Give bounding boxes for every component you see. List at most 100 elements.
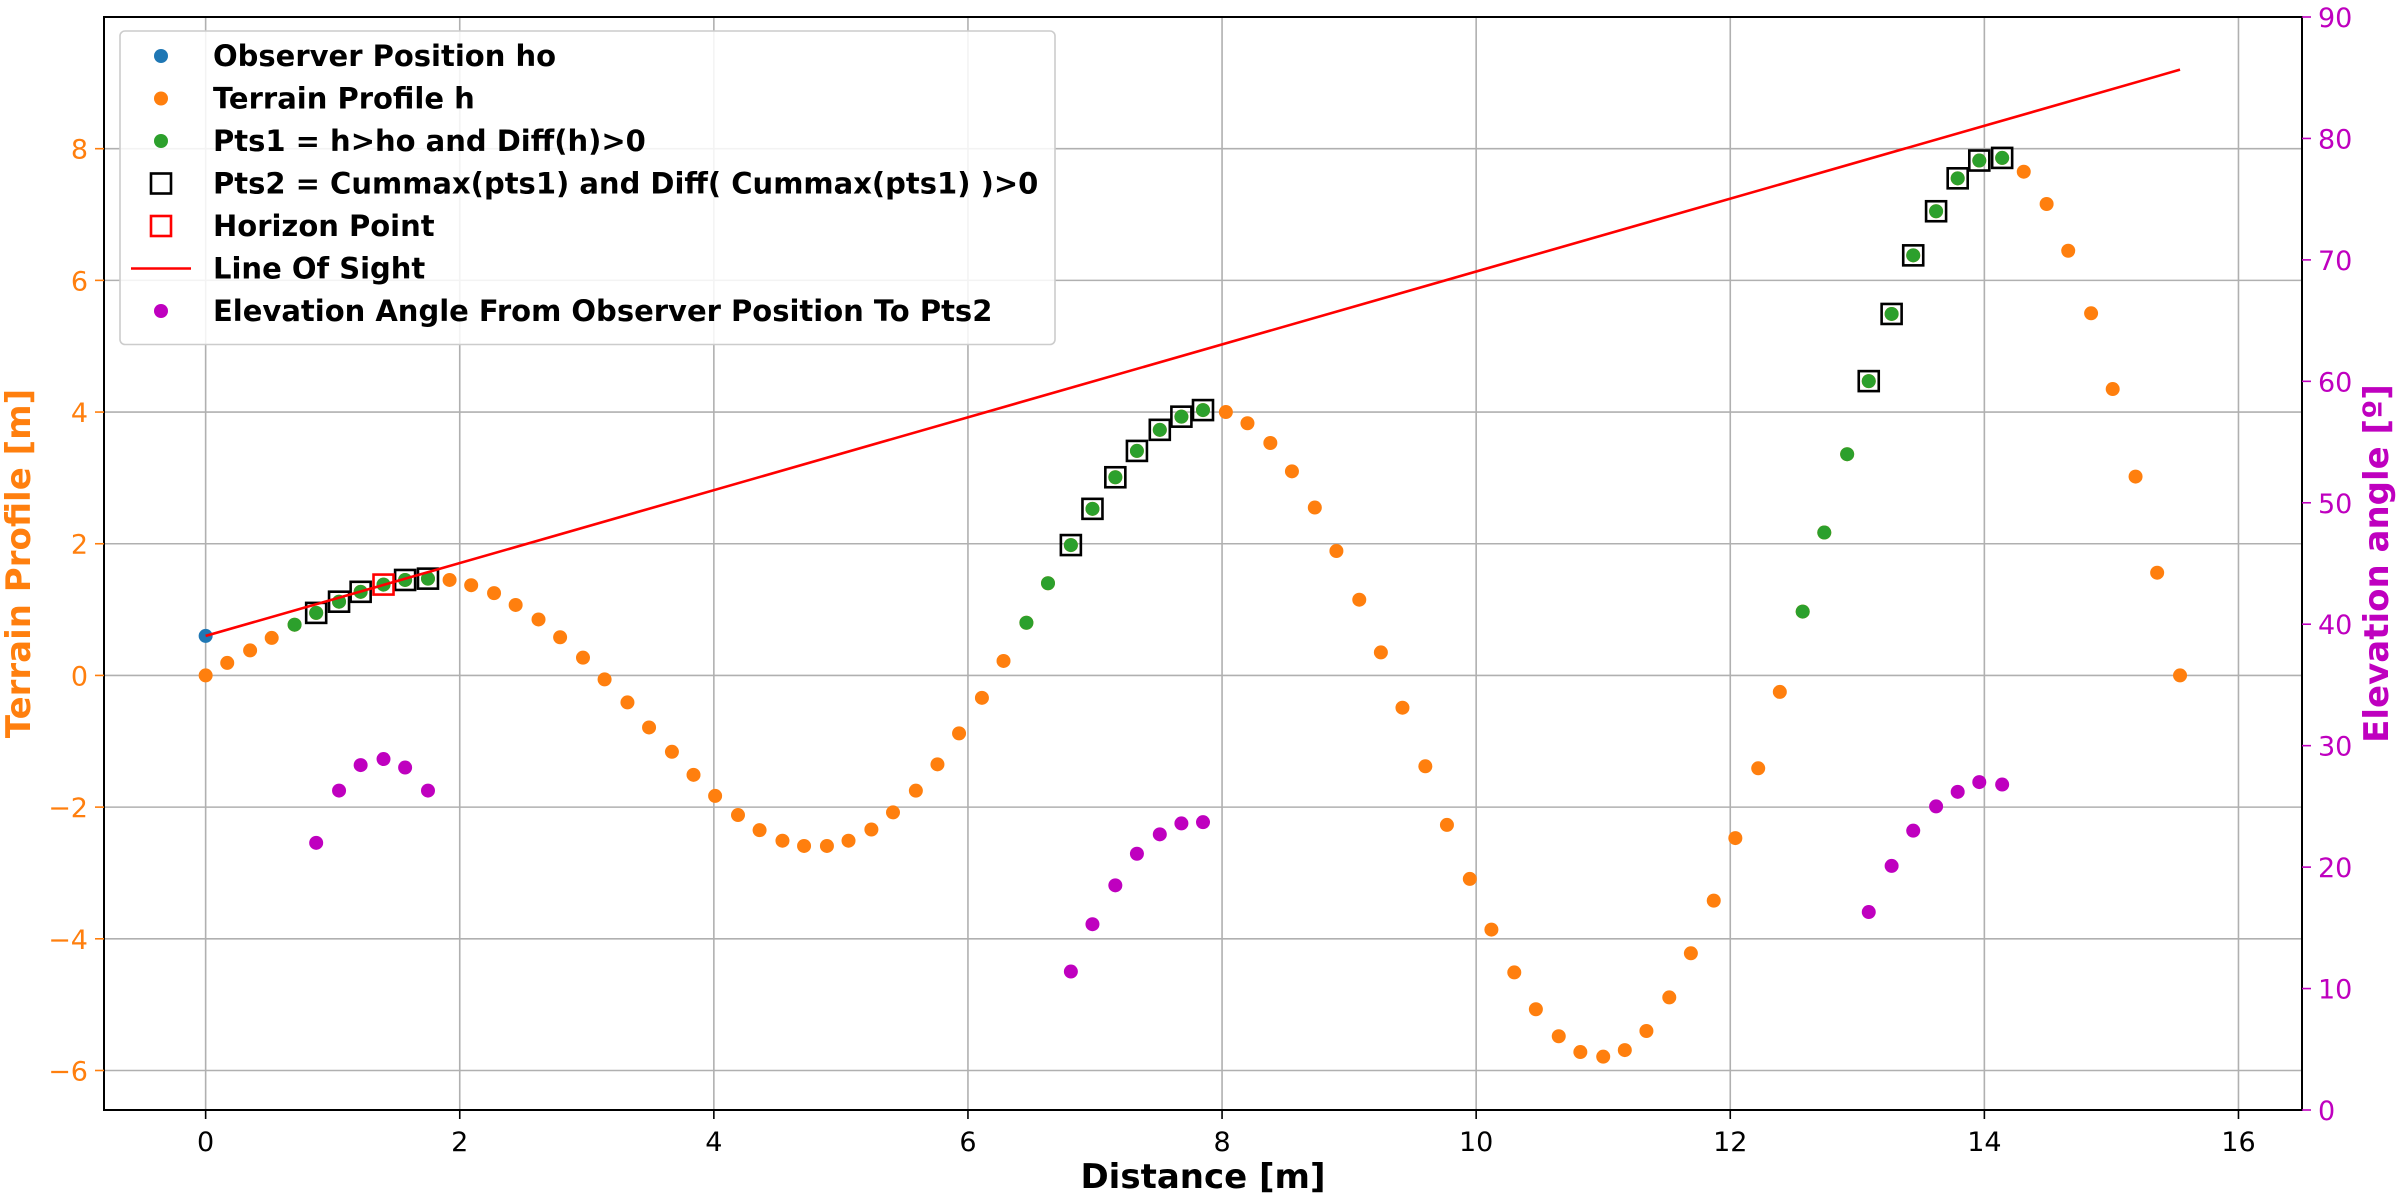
pts1-point: [1995, 150, 2010, 165]
terrain-point: [620, 695, 635, 710]
terrain-point: [2150, 565, 2165, 580]
terrain-point: [1573, 1045, 1588, 1060]
pts1-point: [1929, 204, 1944, 219]
terrain-point: [597, 672, 612, 687]
x-tick-label: 8: [1213, 1127, 1230, 1158]
pts2-marker: [1880, 302, 1903, 326]
pts2-marker: [1990, 146, 2014, 170]
y-tick-label-right: 50: [2318, 489, 2352, 520]
legend-box: [119, 30, 1056, 346]
pts1-point: [1063, 538, 1078, 553]
pts2-marker: [1924, 199, 1948, 223]
terrain-point: [2039, 196, 2054, 211]
elevation-angle-point: [1174, 816, 1189, 831]
elevation-angle-point: [1085, 917, 1100, 932]
plot-area: [198, 68, 2188, 1064]
terrain-point: [553, 630, 568, 645]
y-tick-label-left: −2: [48, 793, 88, 824]
pts1-point: [1906, 248, 1921, 263]
y-axis-right: 0 10 20 30 40 50 60 70 80 90: [2302, 3, 2352, 1127]
pts2-marker: [1170, 405, 1193, 428]
elevation-angle-point: [376, 752, 391, 767]
terrain-point: [686, 767, 701, 782]
elevation-angle-point: [1929, 799, 1944, 814]
pts2-marker: [1857, 369, 1881, 393]
terrain-point: [531, 612, 546, 627]
pts2-marker: [1946, 167, 1969, 190]
elevation-angle-point: [1196, 815, 1210, 830]
legend-label: Observer Position ho: [213, 39, 556, 73]
legend: Observer Position ho Terrain Profile h Pts…: [119, 30, 1056, 346]
legend-label: Horizon Point: [213, 209, 435, 243]
pts1-point: [1174, 409, 1189, 424]
pts1-point: [1040, 576, 1055, 591]
y-tick-label-left: −6: [48, 1056, 88, 1087]
terrain-point: [2105, 382, 2120, 397]
grid-lines: [104, 17, 2302, 1110]
terrain-point: [508, 597, 523, 612]
terrain-point: [2084, 306, 2099, 321]
terrain-point: [797, 838, 812, 853]
terrain-point: [930, 757, 945, 772]
pts1-point: [1840, 447, 1855, 462]
pts2-marker: [1967, 149, 1991, 172]
terrain-point: [2128, 469, 2143, 484]
pts1-point: [287, 617, 302, 632]
pts2-marker: [1081, 497, 1104, 521]
terrain-point: [708, 788, 723, 803]
y-tick-label-right: 70: [2318, 246, 2352, 277]
terrain-point: [1639, 1023, 1654, 1038]
pts1-point: [420, 571, 435, 586]
terrain-point: [243, 643, 258, 658]
elevation-angle-point: [1063, 964, 1078, 979]
x-tick-label: 16: [2221, 1127, 2255, 1158]
x-tick-label: 4: [705, 1127, 722, 1158]
terrain-point: [1617, 1043, 1632, 1058]
elevation-angle-point: [398, 760, 413, 775]
x-axis-label: Distance [m]: [1080, 1157, 1325, 1197]
pts2-marker: [1191, 398, 1215, 422]
elevation-angle-point: [1906, 823, 1921, 838]
terrain-point: [1352, 592, 1367, 607]
legend-marker-dot: [154, 49, 168, 63]
terrain-point: [819, 838, 834, 853]
pts2-marker: [393, 568, 417, 592]
y-tick-label-left: −4: [48, 925, 88, 956]
terrain-point: [464, 578, 479, 593]
terrain-point: [1329, 543, 1344, 558]
terrain-point: [2016, 164, 2031, 179]
terrain-point: [775, 833, 790, 848]
terrain-point: [1284, 464, 1299, 479]
terrain-point: [1662, 990, 1677, 1005]
x-tick-label: 6: [959, 1127, 976, 1158]
pts2-marker: [1901, 244, 1925, 267]
pts2-marker: [1104, 465, 1127, 489]
legend-marker-dot: [154, 91, 168, 106]
legend-label: Line Of Sight: [213, 252, 425, 286]
x-axis: 0 2 4 6 8 10 12 14 16: [197, 1110, 2256, 1158]
terrain-point: [908, 783, 923, 798]
terrain-point: [730, 808, 745, 823]
terrain-point: [1683, 946, 1698, 961]
line-of-sight: [205, 68, 2181, 638]
x-tick-label: 12: [1713, 1127, 1747, 1158]
y-tick-label-right: 80: [2318, 124, 2352, 155]
pts1-point: [1972, 153, 1987, 168]
pts1-point: [1795, 604, 1810, 619]
y-axis-left-label: Terrain Profile [m]: [0, 389, 39, 738]
elevation-angle-point: [1861, 905, 1876, 920]
elevation-angle-point: [1129, 846, 1144, 861]
terrain-point: [885, 805, 900, 820]
pts1-point: [1950, 171, 1965, 186]
pts1-point: [1884, 306, 1899, 321]
terrain-point: [1218, 405, 1233, 420]
terrain-point: [487, 586, 502, 601]
terrain-point: [1706, 893, 1721, 908]
terrain-point: [664, 744, 679, 759]
y-axis-left: −6 −4 −2 0 2 4 6 8: [48, 135, 104, 1087]
pts2-marker: [349, 580, 372, 604]
legend-label: Terrain Profile h: [213, 82, 475, 116]
legend-marker-square: [149, 214, 173, 238]
y-axis-right-label: Elevation angle [º]: [2357, 384, 2397, 743]
